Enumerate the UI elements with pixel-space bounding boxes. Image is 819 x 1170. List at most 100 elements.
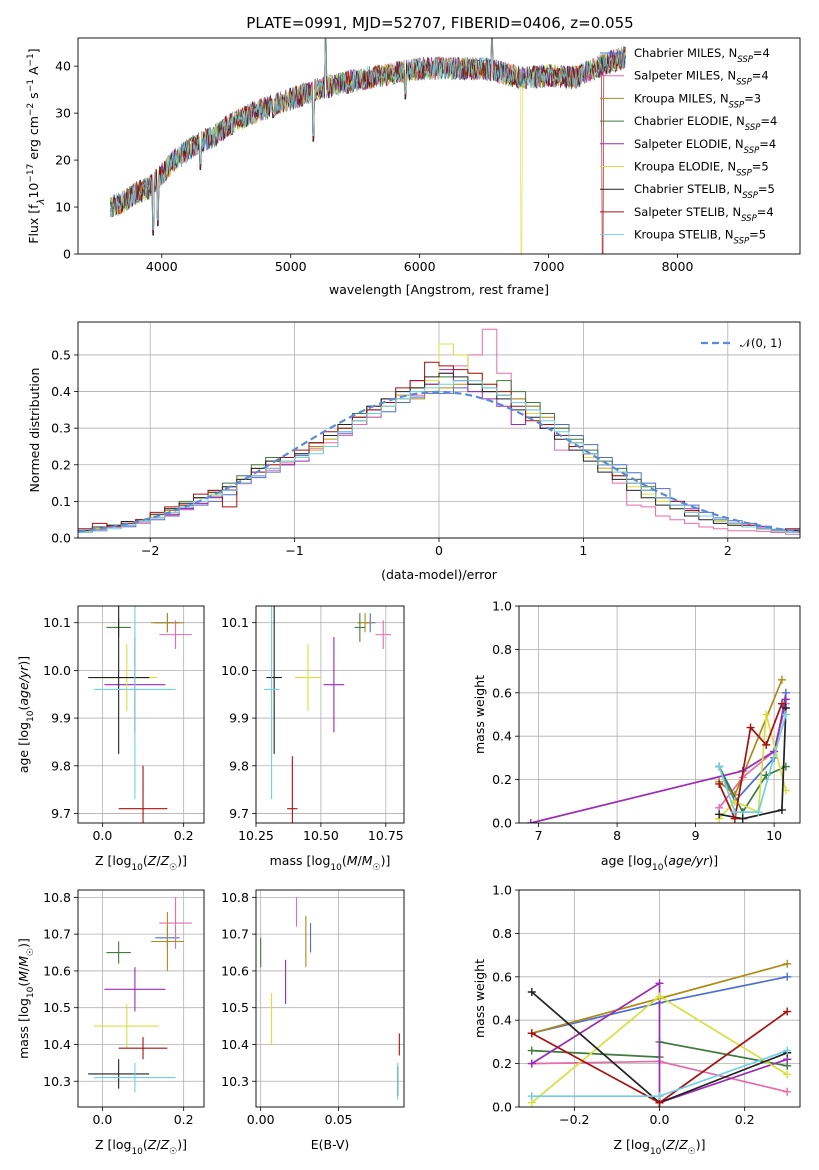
spectrum-line-7 bbox=[109, 38, 626, 254]
weight-marker bbox=[777, 805, 786, 814]
weight-line bbox=[718, 714, 787, 813]
plot-area bbox=[78, 328, 800, 538]
y-axis-label: mass weight bbox=[472, 959, 487, 1038]
y-axis-label: age [log10(age/yr)] bbox=[16, 656, 36, 773]
weight-marker bbox=[715, 762, 724, 771]
weight-marker bbox=[746, 723, 755, 732]
weight-marker bbox=[754, 808, 763, 817]
gaussian-curve bbox=[78, 390, 800, 533]
weight-marker bbox=[715, 779, 724, 788]
y-tick-label: 0.0 bbox=[51, 531, 71, 546]
plot-area bbox=[260, 897, 400, 1100]
weight-marker bbox=[655, 992, 664, 1001]
x-tick-label: 0.0 bbox=[92, 1112, 112, 1127]
panel-mass-weight-vs-metallicity: −0.2 0.0 0.2 0.0 0.2 0.4 0.6 0.8 1.0 Z [log10(Z/Z… bbox=[472, 883, 801, 1157]
y-tick-label: 10.4 bbox=[43, 1037, 71, 1052]
weight-marker bbox=[527, 1092, 536, 1101]
weight-marker bbox=[783, 1007, 792, 1016]
axes-frame bbox=[77, 37, 801, 255]
weight-marker bbox=[781, 710, 790, 719]
plot-area bbox=[88, 606, 192, 823]
y-tick-label: 10.1 bbox=[221, 615, 249, 630]
y-axis-label: mass weight bbox=[472, 675, 487, 754]
x-tick-label: 0.2 bbox=[735, 1112, 755, 1127]
y-tick-label: 10.5 bbox=[43, 1000, 71, 1015]
y-tick-label: 20 bbox=[55, 153, 71, 168]
y-tick-label: 30 bbox=[55, 106, 71, 121]
y-tick-label: 0.4 bbox=[51, 384, 71, 399]
x-axis-label: mass [log10(M/M☉)] bbox=[270, 853, 391, 873]
x-axis-label: Z [log10(Z/Z☉)] bbox=[95, 853, 187, 873]
weight-marker bbox=[783, 972, 792, 981]
x-tick-label: 0 bbox=[435, 543, 443, 558]
y-tick-label: 0.0 bbox=[492, 816, 512, 831]
y-tick-label: 0.4 bbox=[492, 1013, 512, 1028]
weight-line bbox=[530, 699, 787, 823]
y-tick-label: 0.0 bbox=[492, 1100, 512, 1115]
y-tick-label: 10.5 bbox=[221, 1000, 249, 1015]
x-axis-label: Z [log10(Z/Z☉)] bbox=[613, 1137, 705, 1157]
axes-frame bbox=[255, 605, 405, 824]
weight-marker bbox=[655, 1092, 664, 1101]
weight-marker bbox=[527, 1029, 536, 1038]
y-tick-label: 0.6 bbox=[492, 969, 512, 984]
y-tick-label: 9.8 bbox=[51, 758, 71, 773]
axes-frame bbox=[77, 321, 801, 539]
x-tick-label: 6000 bbox=[404, 259, 436, 274]
axes-frame bbox=[518, 889, 801, 1108]
x-axis-label: E(B-V) bbox=[311, 1137, 350, 1152]
plot-area bbox=[263, 606, 392, 823]
weight-marker bbox=[730, 808, 739, 817]
plot-area bbox=[109, 38, 626, 254]
legend-label: Salpeter MILES, NSSP=4 bbox=[634, 69, 769, 88]
y-axis-label: mass [log10(M/M☉)] bbox=[16, 938, 36, 1059]
histogram-step bbox=[78, 361, 800, 538]
y-tick-label: 9.7 bbox=[229, 806, 249, 821]
legend-label: Kroupa STELIB, NSSP=5 bbox=[634, 228, 766, 247]
x-tick-label: 0.2 bbox=[174, 1112, 194, 1127]
y-tick-label: 1.0 bbox=[492, 883, 512, 898]
y-tick-label: 10 bbox=[55, 200, 71, 215]
weight-marker bbox=[783, 959, 792, 968]
legend-label: Kroupa ELODIE, NSSP=5 bbox=[634, 160, 769, 179]
y-tick-label: 0.8 bbox=[492, 642, 512, 657]
panel-mass-vs-extinction: 0.00 0.05 10.3 10.4 10.5 10.6 10.7 10.8 E(B-V) bbox=[221, 889, 405, 1152]
weight-marker bbox=[783, 1046, 792, 1055]
y-tick-label: 10.6 bbox=[221, 963, 249, 978]
legend-label: Salpeter ELODIE, NSSP=4 bbox=[634, 137, 776, 156]
x-tick-label: 0.0 bbox=[92, 828, 112, 843]
panel-spectrum: 4000 5000 6000 7000 8000 0 10 20 30 40 wavelength … bbox=[26, 37, 801, 297]
y-tick-label: 10.0 bbox=[221, 663, 249, 678]
weight-marker bbox=[715, 810, 724, 819]
weight-marker bbox=[527, 1046, 536, 1055]
legend-label: Kroupa MILES, NSSP=3 bbox=[634, 91, 761, 110]
axes-frame bbox=[77, 605, 205, 824]
x-axis-label: (data-model)/error bbox=[381, 567, 498, 582]
x-tick-label: 0.00 bbox=[247, 1112, 275, 1127]
weight-line bbox=[531, 981, 788, 1104]
y-tick-label: 0.2 bbox=[492, 1056, 512, 1071]
legend-label: Chabrier STELIB, NSSP=5 bbox=[634, 182, 775, 201]
x-tick-label: 10.50 bbox=[303, 828, 339, 843]
y-tick-label: 0.5 bbox=[51, 347, 71, 362]
legend-label: Chabrier ELODIE, NSSP=4 bbox=[634, 114, 777, 133]
panel-age-vs-metallicity: 0.0 0.2 9.7 9.8 9.9 10.0 10.1 Z [log10(Z/Z☉)] ag… bbox=[16, 605, 205, 873]
y-tick-label: 10.8 bbox=[43, 890, 71, 905]
x-tick-label: 10.25 bbox=[238, 828, 274, 843]
weight-marker bbox=[738, 814, 747, 823]
y-tick-label: 0.1 bbox=[51, 494, 71, 509]
y-tick-label: 0.2 bbox=[492, 772, 512, 787]
legend-label: Chabrier MILES, NSSP=4 bbox=[634, 46, 770, 65]
y-tick-label: 0.3 bbox=[51, 421, 71, 436]
x-axis-label: Z [log10(Z/Z☉)] bbox=[95, 1137, 187, 1157]
y-tick-label: 0.6 bbox=[492, 685, 512, 700]
x-tick-label: 5000 bbox=[275, 259, 307, 274]
x-axis-label: age [log10(age/yr)] bbox=[601, 853, 718, 873]
x-tick-label: 0.05 bbox=[325, 1112, 353, 1127]
x-tick-label: 4000 bbox=[146, 259, 178, 274]
y-tick-label: 9.9 bbox=[51, 711, 71, 726]
panel-mass-weight-vs-age: 7 8 9 10 0.0 0.2 0.4 0.6 0.8 1.0 age [log10(age/yr… bbox=[472, 599, 801, 873]
weight-marker bbox=[762, 710, 771, 719]
y-tick-label: 9.7 bbox=[51, 806, 71, 821]
